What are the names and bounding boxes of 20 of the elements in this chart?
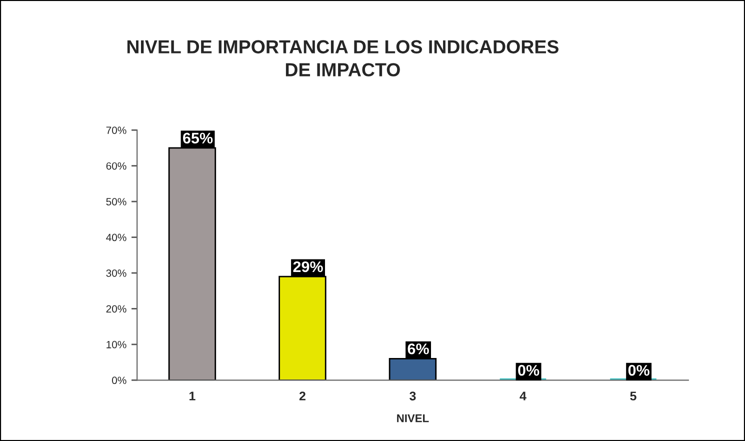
x-tick-label: 1 (190, 392, 196, 400)
x-tick-label: 3 (410, 392, 416, 400)
data-label: 0% (628, 364, 650, 376)
y-tick-label: 40% (106, 234, 126, 242)
chart-title: NIVEL DE IMPORTANCIA DE LOS INDICADORES DE IMPACTO (127, 40, 558, 76)
y-tick-label: 30% (106, 269, 126, 277)
x-axis-title: NIVEL (397, 414, 429, 422)
y-tick-label: 10% (106, 340, 126, 348)
y-tick-label: 20% (106, 305, 126, 313)
y-tick-label: 70% (106, 126, 126, 134)
data-label: 65% (183, 132, 213, 144)
x-tick-label: 4 (520, 392, 526, 400)
data-label: 0% (518, 364, 540, 376)
y-tick-label: 0% (112, 376, 126, 384)
x-tick-label: 2 (299, 392, 306, 400)
data-label: 6% (408, 343, 429, 354)
y-tick-label: 60% (106, 162, 126, 170)
x-tick-label: 5 (630, 392, 636, 400)
y-tick-label: 50% (106, 198, 126, 206)
data-label: 29% (293, 261, 323, 272)
